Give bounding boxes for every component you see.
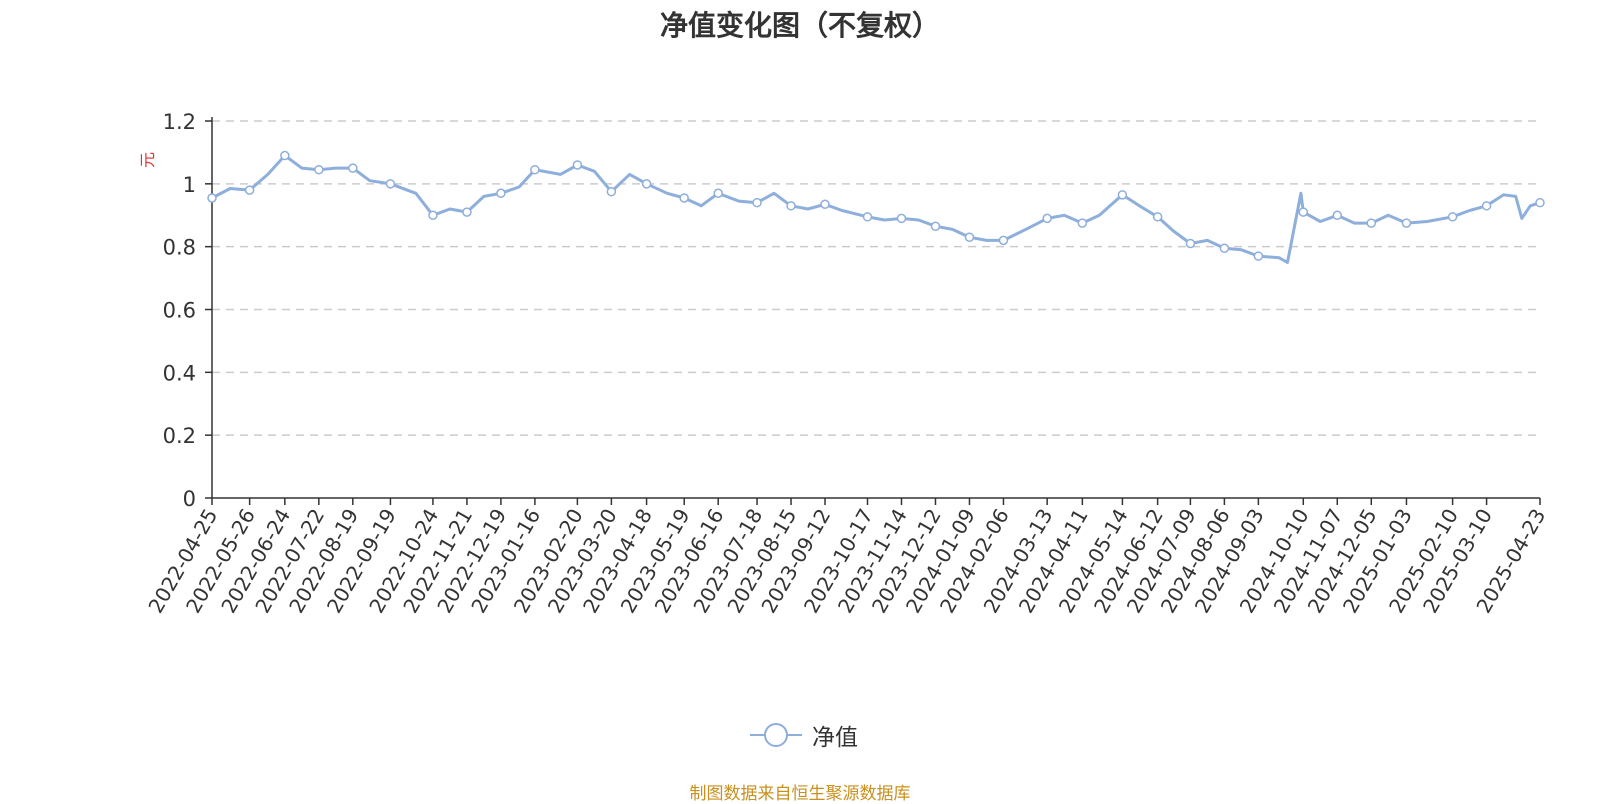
- y-tick-label: 0.2: [163, 424, 196, 448]
- data-point[interactable]: [572, 160, 583, 170]
- data-point[interactable]: [1077, 218, 1088, 228]
- data-source-note: 制图数据来自恒生聚源数据库: [689, 784, 911, 804]
- axes: [205, 117, 1541, 505]
- legend[interactable]: 净值: [750, 720, 858, 751]
- data-point[interactable]: [641, 179, 652, 189]
- data-point[interactable]: [1185, 238, 1196, 249]
- data-point[interactable]: [1481, 201, 1492, 211]
- data-point[interactable]: [1042, 213, 1052, 224]
- data-point[interactable]: [280, 150, 290, 161]
- data-point[interactable]: [496, 188, 506, 199]
- data-point[interactable]: [1219, 243, 1230, 253]
- y-axis-unit-label: 元: [138, 152, 157, 168]
- data-point[interactable]: [462, 207, 472, 217]
- data-point[interactable]: [1298, 207, 1309, 217]
- data-point[interactable]: [385, 179, 396, 189]
- data-point[interactable]: [1332, 210, 1343, 220]
- data-point[interactable]: [207, 193, 217, 203]
- data-point[interactable]: [896, 213, 907, 224]
- data-point[interactable]: [998, 235, 1009, 246]
- data-point[interactable]: [1401, 218, 1412, 228]
- data-point[interactable]: [1253, 251, 1264, 261]
- data-point[interactable]: [348, 163, 358, 173]
- grid-lines: [212, 120, 1540, 436]
- data-point[interactable]: [530, 164, 540, 175]
- data-point[interactable]: [428, 210, 438, 220]
- data-point[interactable]: [1366, 218, 1377, 228]
- y-tick-label: 0.4: [163, 361, 196, 385]
- x-tick-labels: 2022-04-252022-05-262022-06-242022-07-22…: [143, 504, 1550, 617]
- chart-title: 净值变化图（不复权）: [659, 9, 940, 42]
- y-tick-label: 1: [183, 173, 196, 197]
- data-point[interactable]: [1152, 212, 1163, 222]
- data-point[interactable]: [1117, 190, 1128, 200]
- legend-marker-icon: [750, 723, 802, 747]
- data-point[interactable]: [314, 164, 324, 175]
- data-point[interactable]: [964, 232, 975, 242]
- y-tick-label: 0: [183, 487, 196, 511]
- data-point[interactable]: [679, 193, 689, 203]
- data-point[interactable]: [820, 199, 830, 210]
- legend-label: 净值: [812, 725, 858, 751]
- data-point[interactable]: [752, 197, 762, 208]
- series-layer: [207, 150, 1545, 264]
- data-point[interactable]: [930, 221, 941, 231]
- y-tick-label: 0.8: [163, 236, 196, 260]
- data-point[interactable]: [862, 212, 873, 222]
- data-point[interactable]: [713, 188, 723, 199]
- data-point[interactable]: [1535, 197, 1545, 208]
- data-point[interactable]: [244, 185, 255, 195]
- data-point[interactable]: [1447, 212, 1458, 222]
- y-tick-labels: 0 0.2 0.4 0.6 0.8 1 1.2: [163, 110, 196, 511]
- y-tick-label: 1.2: [163, 110, 196, 134]
- data-point[interactable]: [606, 186, 617, 197]
- data-point[interactable]: [786, 201, 796, 211]
- y-tick-label: 0.6: [163, 299, 196, 323]
